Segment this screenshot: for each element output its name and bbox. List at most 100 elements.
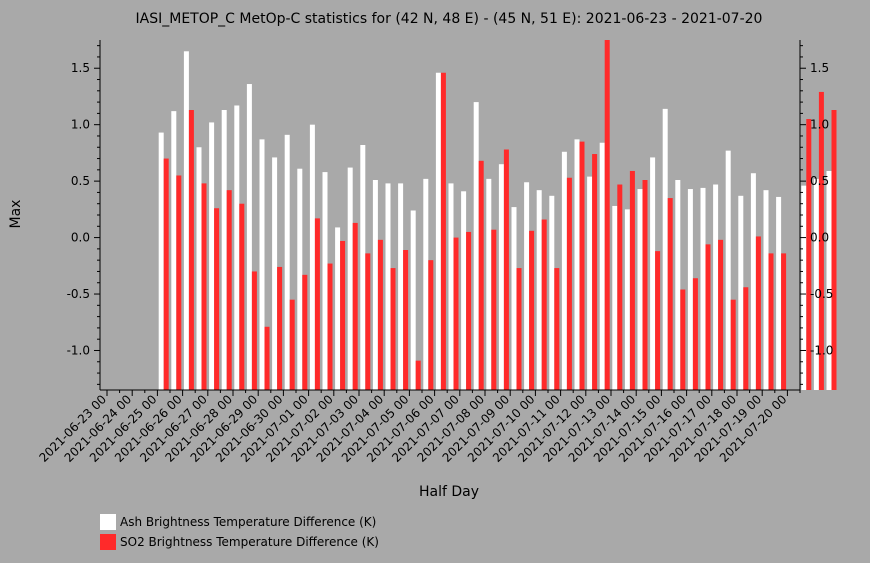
bar-so2-49 [730, 299, 736, 390]
bar-so2-39 [604, 40, 610, 390]
bar-so2-7 [201, 183, 207, 390]
bar-ash-19 [347, 167, 353, 390]
bar-so2-22 [390, 268, 396, 390]
bar-ash-17 [322, 172, 328, 390]
bar-ash-41 [624, 209, 630, 390]
y-axis-label: Max [8, 200, 24, 229]
legend-swatch-so2 [100, 534, 116, 550]
bar-ash-46 [687, 189, 693, 390]
bar-so2-15 [302, 274, 308, 390]
bar-ash-37 [574, 139, 580, 390]
bar-so2-41 [629, 170, 635, 390]
bar-so2-53 [781, 253, 787, 390]
bar-so2-48 [718, 239, 724, 390]
bar-ash-45 [675, 180, 681, 390]
bar-ash-8 [209, 122, 215, 390]
bar-ash-49 [725, 150, 731, 390]
legend-label-so2: SO2 Brightness Temperature Difference (K… [120, 535, 379, 549]
bar-ash-40 [612, 205, 618, 390]
y-tick-label-right: -0.5 [810, 287, 833, 301]
bar-so2-45 [680, 289, 686, 390]
bar-ash-34 [536, 190, 542, 390]
bar-ash-30 [486, 178, 492, 390]
bar-ash-20 [360, 145, 366, 390]
bar-ash-39 [599, 142, 605, 390]
bar-ash-32 [511, 207, 517, 390]
legend-swatch-ash [100, 514, 116, 530]
bar-ash-23 [398, 183, 404, 390]
bar-ash-6 [183, 51, 189, 391]
bar-so2-16 [314, 218, 320, 390]
bar-so2-34 [541, 219, 547, 390]
bar-so2-55 [806, 119, 812, 390]
y-tick-label-right: 0.0 [810, 231, 829, 245]
bar-so2-32 [516, 268, 522, 390]
bar-so2-44 [667, 198, 673, 390]
bar-so2-30 [491, 229, 497, 390]
bar-so2-51 [755, 236, 761, 390]
bar-ash-25 [423, 178, 429, 390]
bar-so2-52 [768, 253, 774, 390]
legend-item-so2: SO2 Brightness Temperature Difference (K… [100, 532, 379, 552]
bar-ash-55 [801, 185, 807, 390]
bar-ash-50 [738, 195, 744, 390]
y-tick-label-left: 0.5 [71, 174, 90, 188]
bar-so2-20 [365, 253, 371, 390]
bar-so2-25 [428, 260, 434, 390]
y-tick-label-right: 0.5 [810, 174, 829, 188]
bar-ash-10 [234, 105, 240, 390]
bar-ash-35 [549, 195, 555, 390]
y-tick-label-right: -1.0 [810, 343, 833, 357]
bar-so2-24 [415, 360, 421, 390]
bar-so2-27 [453, 237, 459, 390]
bar-ash-53 [776, 196, 782, 390]
bar-ash-9 [221, 110, 227, 390]
bar-ash-56 [813, 178, 819, 390]
legend-label-ash: Ash Brightness Temperature Difference (K… [120, 515, 377, 529]
bar-ash-38 [587, 176, 593, 390]
bar-so2-8 [214, 208, 220, 390]
bar-so2-14 [289, 299, 295, 390]
bar-so2-50 [743, 287, 749, 390]
bar-so2-47 [705, 244, 711, 390]
bar-ash-42 [637, 189, 643, 390]
bar-so2-33 [529, 230, 535, 390]
bar-ash-47 [700, 187, 706, 390]
bar-so2-28 [466, 231, 472, 390]
bar-ash-14 [284, 134, 290, 390]
bars-group [158, 40, 837, 391]
bar-so2-11 [251, 271, 257, 390]
bar-ash-24 [410, 210, 416, 390]
bar-ash-11 [246, 84, 252, 390]
bar-so2-43 [655, 251, 661, 390]
bar-so2-37 [579, 141, 585, 390]
bar-so2-6 [188, 110, 194, 390]
bar-ash-18 [335, 227, 341, 390]
y-tick-label-left: -1.0 [67, 343, 90, 357]
bar-so2-36 [566, 177, 572, 390]
bar-so2-31 [503, 149, 509, 390]
bar-ash-33 [524, 182, 530, 390]
bar-ash-5 [171, 111, 177, 391]
bar-so2-29 [478, 160, 484, 390]
y-tick-label-right: 1.5 [810, 61, 829, 75]
y-tick-label-right: 1.0 [810, 118, 829, 132]
bar-ash-15 [297, 168, 303, 390]
bar-so2-19 [352, 222, 358, 390]
y-tick-label-left: 1.0 [71, 118, 90, 132]
bar-ash-28 [461, 191, 467, 390]
y-tick-label-left: 0.0 [71, 231, 90, 245]
bar-so2-40 [617, 184, 623, 390]
bar-so2-17 [327, 263, 333, 390]
bar-ash-21 [372, 180, 378, 390]
bar-ash-12 [259, 139, 265, 390]
bar-so2-56 [818, 91, 824, 390]
bar-ash-4 [158, 132, 164, 391]
bar-so2-10 [239, 203, 245, 390]
bar-ash-44 [662, 108, 668, 390]
bar-ash-7 [196, 147, 202, 390]
bar-so2-12 [264, 326, 270, 390]
bar-so2-18 [340, 240, 346, 390]
chart-title: IASI_METOP_C MetOp-C statistics for (42 … [136, 11, 763, 27]
